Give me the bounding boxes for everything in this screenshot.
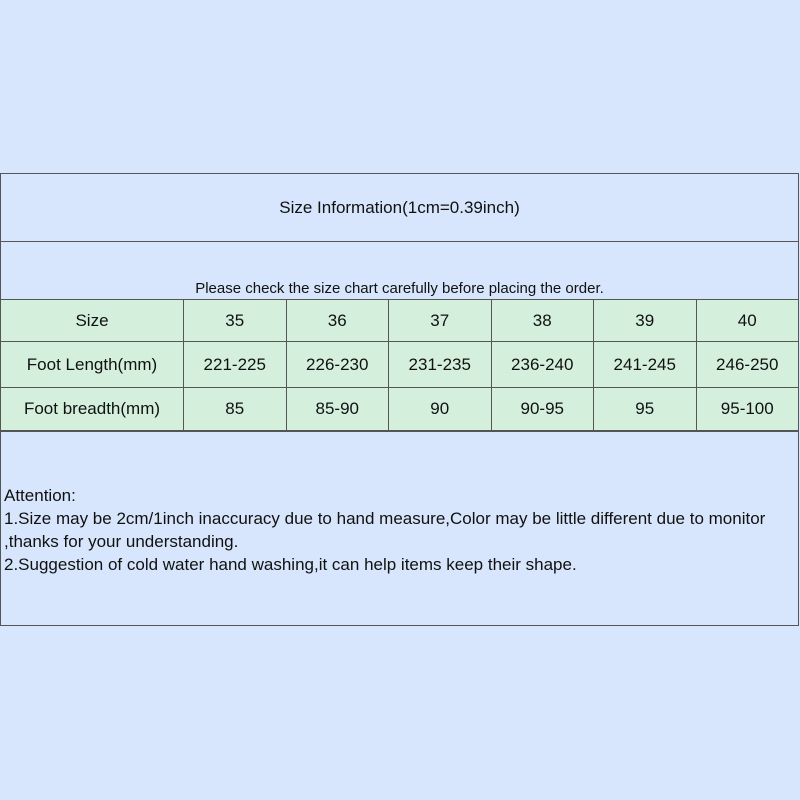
table-cell: 36 xyxy=(285,299,389,342)
table-cell: 241-245 xyxy=(593,341,697,388)
table-cell: 95 xyxy=(593,387,697,431)
attention-section: Attention: 1.Size may be 2cm/1inch inacc… xyxy=(0,431,799,626)
attention-heading: Attention: xyxy=(4,486,76,505)
table-cell: 39 xyxy=(593,299,697,342)
notice-text: Please check the size chart carefully be… xyxy=(195,280,604,297)
table-cell: 40 xyxy=(695,299,799,342)
row-label: Size xyxy=(0,299,184,342)
attention-line-2: 2.Suggestion of cold water hand washing,… xyxy=(4,555,577,574)
table-cell: 95-100 xyxy=(695,387,799,431)
table-cell: 38 xyxy=(490,299,594,342)
table-cell: 231-235 xyxy=(388,341,492,388)
table-cell: 85 xyxy=(183,387,287,431)
table-row: Size 35 36 37 38 39 40 xyxy=(0,299,799,342)
table-cell: 246-250 xyxy=(695,341,799,388)
table-cell: 90 xyxy=(388,387,492,431)
table-cell: 35 xyxy=(183,299,287,342)
title-text: Size Information(1cm=0.39inch) xyxy=(279,197,520,217)
row-label: Foot breadth(mm) xyxy=(0,387,184,431)
table-cell: 221-225 xyxy=(183,341,287,388)
table-cell: 85-90 xyxy=(285,387,389,431)
size-info-title: Size Information(1cm=0.39inch) xyxy=(0,173,799,242)
attention-line-1: 1.Size may be 2cm/1inch inaccuracy due t… xyxy=(4,509,766,551)
size-table: Size 35 36 37 38 39 40 Foot Length(mm) 221-225 22… xyxy=(0,299,799,431)
row-label: Foot Length(mm) xyxy=(0,341,184,388)
table-cell: 226-230 xyxy=(285,341,389,388)
table-row: Foot breadth(mm) 85 85-90 90 90-95 95 95-100 xyxy=(0,387,799,431)
table-row: Foot Length(mm) 221-225 226-230 231-235 236-… xyxy=(0,341,799,388)
table-cell: 236-240 xyxy=(490,341,594,388)
table-cell: 90-95 xyxy=(490,387,594,431)
notice: Please check the size chart carefully be… xyxy=(0,241,799,300)
table-cell: 37 xyxy=(388,299,492,342)
